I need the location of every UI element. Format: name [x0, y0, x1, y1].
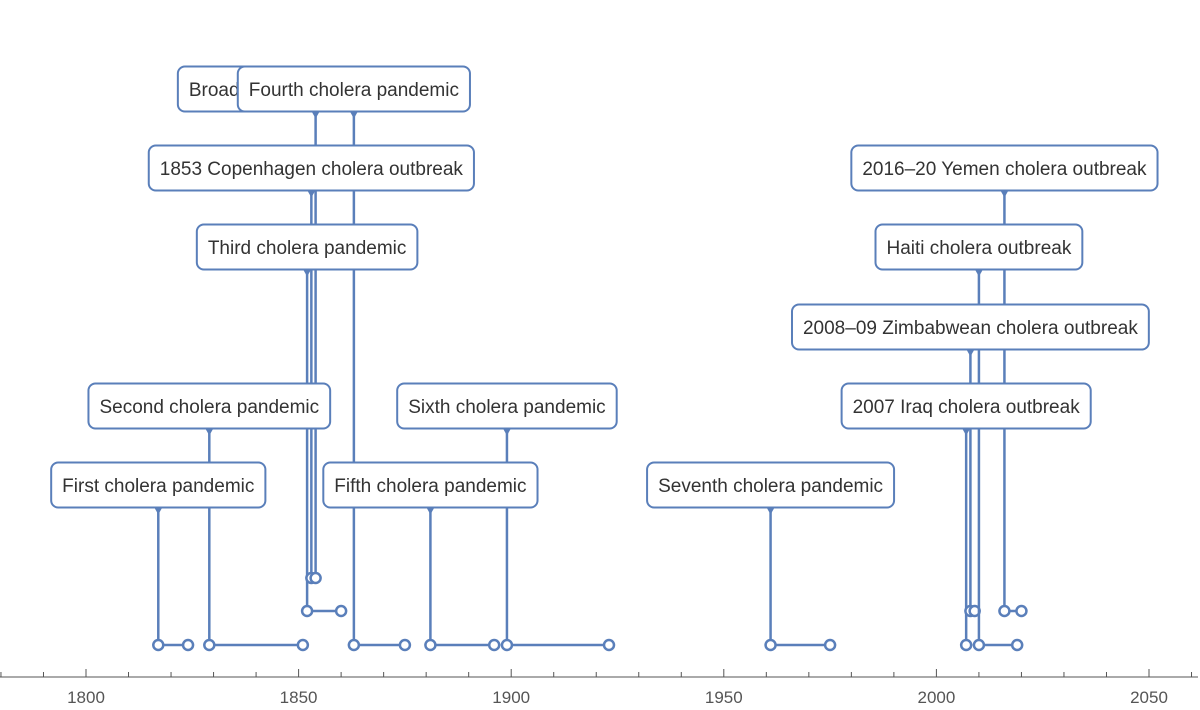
event-pointer — [502, 428, 511, 436]
event-label-text: First cholera pandemic — [62, 476, 254, 497]
event-label-text: 2007 Iraq cholera outbreak — [853, 397, 1081, 418]
event-label-box — [147, 144, 475, 192]
event-label-text: Fifth cholera pandemic — [334, 476, 526, 497]
event-label-box — [87, 382, 332, 430]
x-tick-label: 1950 — [705, 688, 743, 707]
event-5 — [347, 111, 412, 652]
event-pointer — [966, 349, 975, 357]
event-label-12: 2016–20 Yemen cholera outbreak — [850, 144, 1159, 192]
event-label-box — [322, 461, 539, 509]
event-0 — [152, 507, 195, 652]
event-label-9: 2007 Iraq cholera outbreak — [840, 382, 1092, 430]
event-label-box — [50, 461, 267, 509]
event-label-text: Fourth cholera pandemic — [249, 80, 459, 101]
event-label-box — [850, 144, 1159, 192]
event-pointer — [154, 507, 163, 515]
x-tick-label: 2000 — [917, 688, 955, 707]
event-end-point — [334, 604, 348, 618]
event-start-point — [347, 638, 361, 652]
event-pointer — [962, 428, 971, 436]
event-label-text: Seventh cholera pandemic — [658, 476, 883, 497]
x-tick-label: 1900 — [492, 688, 530, 707]
event-start-point — [309, 571, 322, 585]
event-pointer — [303, 269, 312, 277]
event-label-3: 1853 Copenhagen cholera outbreak — [147, 144, 475, 192]
event-end-point — [602, 638, 616, 652]
event-end-point — [296, 638, 310, 652]
event-end-point — [823, 638, 837, 652]
event-pointer — [1000, 190, 1009, 198]
event-2 — [300, 269, 348, 618]
event-label-11: Haiti cholera outbreak — [874, 223, 1084, 271]
event-labels: First cholera pandemic Second cholera pan… — [50, 65, 1159, 509]
x-tick-label: 2050 — [1130, 688, 1168, 707]
event-label-8: Seventh cholera pandemic — [646, 461, 896, 509]
event-label-text: 2016–20 Yemen cholera outbreak — [862, 159, 1147, 180]
event-label-5: Fourth cholera pandemic — [236, 65, 471, 113]
event-label-1: Second cholera pandemic — [87, 382, 332, 430]
event-label-6: Fifth cholera pandemic — [322, 461, 539, 509]
event-start-point — [998, 604, 1011, 618]
event-end-point — [487, 638, 501, 652]
event-start-point — [424, 638, 437, 652]
x-tick-label: 1800 — [67, 688, 105, 707]
event-end-point — [1010, 638, 1024, 652]
event-label-text: Sixth cholera pandemic — [408, 397, 606, 418]
event-start-point — [972, 638, 986, 652]
event-label-box — [790, 303, 1150, 351]
event-start-point — [764, 638, 777, 652]
event-end-point — [181, 638, 195, 652]
event-label-text: Third cholera pandemic — [208, 238, 407, 259]
event-label-box — [396, 382, 618, 430]
event-label-10: 2008–09 Zimbabwean cholera outbreak — [790, 303, 1150, 351]
event-6 — [424, 507, 501, 652]
event-label-text: Haiti cholera outbreak — [887, 238, 1072, 259]
event-label-7: Sixth cholera pandemic — [396, 382, 618, 430]
x-tick-label: 1850 — [280, 688, 318, 707]
event-pointer — [311, 111, 320, 119]
event-pointer — [974, 269, 983, 277]
event-label-text: 2008–09 Zimbabwean cholera outbreak — [803, 318, 1138, 339]
event-label-text: Second cholera pandemic — [99, 397, 319, 418]
event-label-box — [874, 223, 1084, 271]
event-label-box — [236, 65, 471, 113]
time-axis: 1800 1850 1900 1950 2000 2050 — [0, 669, 1198, 707]
event-start-point — [500, 638, 514, 652]
event-start-point — [959, 638, 973, 652]
event-9 — [959, 428, 973, 652]
event-label-box — [646, 461, 896, 509]
event-label-text: 1853 Copenhagen cholera outbreak — [160, 159, 464, 180]
event-pointer — [766, 507, 775, 515]
event-start-point — [203, 638, 216, 652]
event-label-0: First cholera pandemic — [50, 461, 267, 509]
event-end-point — [1015, 604, 1028, 618]
event-label-box — [195, 223, 419, 271]
event-label-2: Third cholera pandemic — [195, 223, 419, 271]
event-start-point — [152, 638, 165, 652]
event-8 — [764, 507, 837, 652]
event-label-box — [840, 382, 1092, 430]
event-end-point — [398, 638, 412, 652]
event-bars — [152, 111, 1028, 652]
event-pointer — [349, 111, 358, 119]
event-pointer — [205, 428, 214, 436]
event-pointer — [307, 190, 316, 198]
event-start-point — [300, 604, 314, 618]
event-pointer — [426, 507, 435, 515]
